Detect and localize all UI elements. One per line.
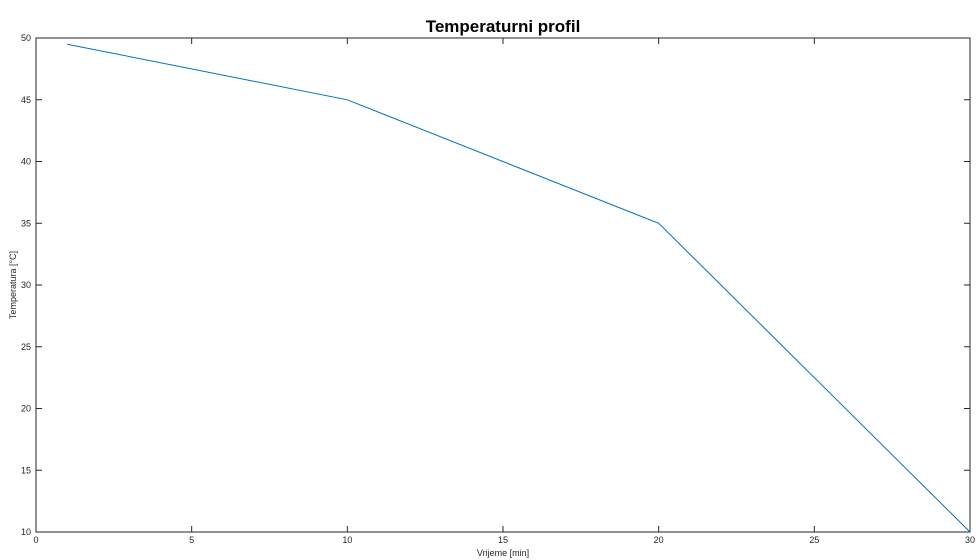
series-layer	[67, 43, 971, 533]
x-axis-label: Vrijeme [min]	[477, 548, 529, 558]
y-tick-label: 50	[21, 33, 31, 43]
data-point	[347, 99, 348, 100]
y-tick-label: 30	[21, 280, 31, 290]
x-axis-ticks: 0 5 10 15 20 25 30	[33, 38, 975, 545]
y-tick-label: 45	[21, 95, 31, 105]
axes-box	[35, 37, 971, 533]
data-point	[67, 44, 68, 45]
chart-title: Temperaturni profil	[426, 17, 581, 36]
x-tick-label: 0	[33, 535, 38, 545]
y-axis-ticks: 10 15 20 25 30 35 40 45 50	[21, 33, 970, 537]
x-tick-label: 20	[654, 535, 664, 545]
data-point	[969, 531, 970, 532]
x-tick-label: 25	[809, 535, 819, 545]
x-tick-label: 10	[342, 535, 352, 545]
series-line	[67, 43, 971, 533]
y-tick-label: 20	[21, 404, 31, 414]
y-tick-label: 35	[21, 218, 31, 228]
x-tick-label: 15	[498, 535, 508, 545]
y-tick-label: 40	[21, 157, 31, 167]
plot-area: 0 5 10 15 20 25 30 10 15 20 25 30 35 40 45 50	[21, 33, 975, 545]
y-tick-label: 25	[21, 342, 31, 352]
y-tick-label: 10	[21, 527, 31, 537]
y-tick-label: 15	[21, 465, 31, 475]
x-tick-label: 30	[965, 535, 975, 545]
y-axis-label: Temperatura [°C]	[8, 251, 18, 319]
x-tick-label: 5	[189, 535, 194, 545]
data-point	[658, 223, 659, 224]
